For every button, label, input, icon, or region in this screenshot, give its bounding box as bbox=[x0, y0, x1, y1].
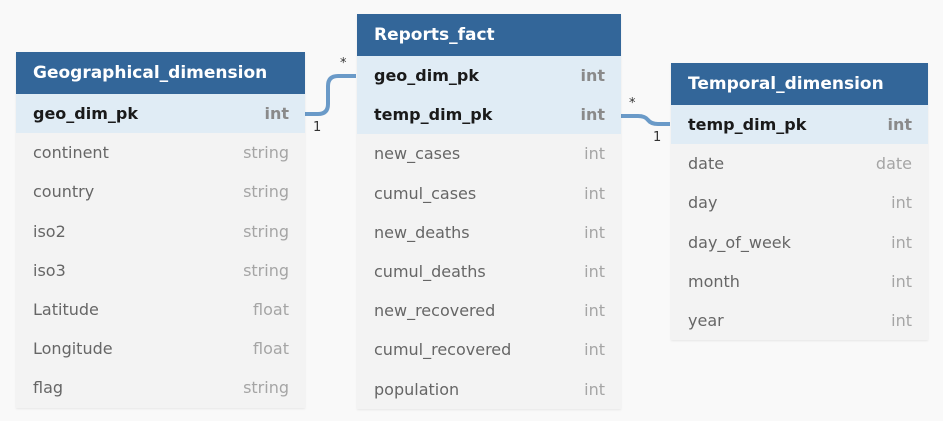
table-temporal-dimension[interactable]: Temporal_dimension temp_dim_pk int date dat… bbox=[671, 63, 928, 341]
column-name: year bbox=[688, 311, 724, 331]
relationship-line-geo[interactable] bbox=[305, 74, 356, 116]
column-name: continent bbox=[33, 143, 109, 163]
column-row[interactable]: country string bbox=[16, 172, 305, 211]
column-name: geo_dim_pk bbox=[374, 66, 479, 86]
primary-key-row[interactable]: geo_dim_pk int bbox=[16, 94, 305, 134]
primary-key-row[interactable]: temp_dim_pk int bbox=[357, 95, 621, 135]
column-row[interactable]: year int bbox=[671, 301, 928, 340]
column-type: int bbox=[584, 301, 605, 321]
column-row[interactable]: month int bbox=[671, 262, 928, 301]
column-row[interactable]: iso2 string bbox=[16, 212, 305, 251]
column-row[interactable]: day int bbox=[671, 183, 928, 222]
column-name: new_cases bbox=[374, 144, 461, 164]
column-type: int bbox=[584, 144, 605, 164]
column-type: string bbox=[243, 221, 289, 241]
column-type: int bbox=[891, 232, 912, 252]
column-name: day bbox=[688, 193, 718, 213]
column-name: new_deaths bbox=[374, 222, 470, 242]
column-name: temp_dim_pk bbox=[374, 105, 493, 125]
column-row[interactable]: flag string bbox=[16, 368, 305, 407]
column-type: int bbox=[891, 311, 912, 331]
column-type: float bbox=[253, 300, 289, 320]
column-type: int bbox=[584, 222, 605, 242]
column-type: int bbox=[891, 271, 912, 291]
column-name: iso3 bbox=[33, 260, 66, 280]
column-row[interactable]: iso3 string bbox=[16, 251, 305, 290]
column-type: int bbox=[264, 104, 289, 124]
column-row[interactable]: Latitude float bbox=[16, 290, 305, 329]
column-row[interactable]: cumul_cases int bbox=[357, 174, 621, 213]
relationship-line-temporal[interactable] bbox=[621, 114, 670, 126]
table-geographical-dimension[interactable]: Geographical_dimension geo_dim_pk int cont… bbox=[16, 52, 305, 408]
table-reports-fact[interactable]: Reports_fact geo_dim_pk int temp_dim_pk int… bbox=[357, 14, 621, 409]
table-header-geographical-dimension[interactable]: Geographical_dimension bbox=[16, 52, 305, 94]
primary-key-row[interactable]: temp_dim_pk int bbox=[671, 105, 928, 145]
column-row[interactable]: continent string bbox=[16, 133, 305, 172]
column-row[interactable]: Longitude float bbox=[16, 329, 305, 368]
column-row[interactable]: population int bbox=[357, 370, 621, 409]
column-name: iso2 bbox=[33, 221, 66, 241]
column-type: int bbox=[891, 193, 912, 213]
column-type: int bbox=[887, 115, 912, 135]
column-type: string bbox=[243, 143, 289, 163]
column-name: temp_dim_pk bbox=[688, 115, 807, 135]
card-label-fact-many-temporal: * bbox=[629, 96, 636, 111]
column-row[interactable]: date date bbox=[671, 144, 928, 183]
column-name: cumul_cases bbox=[374, 183, 477, 203]
column-name: geo_dim_pk bbox=[33, 104, 138, 124]
column-name: date bbox=[688, 154, 725, 174]
table-header-reports-fact[interactable]: Reports_fact bbox=[357, 14, 621, 56]
column-type: string bbox=[243, 378, 289, 398]
column-name: day_of_week bbox=[688, 232, 791, 252]
column-type: int bbox=[584, 262, 605, 282]
column-row[interactable]: new_deaths int bbox=[357, 213, 621, 252]
column-type: int bbox=[580, 66, 605, 86]
card-label-geo-one: 1 bbox=[313, 120, 321, 135]
column-row[interactable]: new_recovered int bbox=[357, 291, 621, 330]
card-label-temporal-one: 1 bbox=[653, 130, 661, 145]
column-type: int bbox=[584, 379, 605, 399]
column-name: population bbox=[374, 379, 460, 399]
column-row[interactable]: day_of_week int bbox=[671, 223, 928, 262]
column-type: float bbox=[253, 339, 289, 359]
table-rows: geo_dim_pk int continent string country strin… bbox=[16, 94, 305, 408]
column-name: new_recovered bbox=[374, 301, 496, 321]
column-type: string bbox=[243, 182, 289, 202]
column-type: int bbox=[584, 183, 605, 203]
table-header-temporal-dimension[interactable]: Temporal_dimension bbox=[671, 63, 928, 105]
primary-key-row[interactable]: geo_dim_pk int bbox=[357, 56, 621, 96]
column-name: flag bbox=[33, 378, 64, 398]
column-name: cumul_recovered bbox=[374, 340, 512, 360]
table-rows: geo_dim_pk int temp_dim_pk int new_cases int c… bbox=[357, 56, 621, 409]
column-row[interactable]: new_cases int bbox=[357, 134, 621, 173]
column-type: int bbox=[580, 105, 605, 125]
column-name: Longitude bbox=[33, 339, 113, 359]
column-name: country bbox=[33, 182, 95, 202]
column-type: string bbox=[243, 260, 289, 280]
column-name: cumul_deaths bbox=[374, 262, 486, 282]
column-type: date bbox=[875, 154, 912, 174]
table-rows: temp_dim_pk int date date day int day_of_week i… bbox=[671, 105, 928, 340]
column-row[interactable]: cumul_recovered int bbox=[357, 330, 621, 369]
column-row[interactable]: cumul_deaths int bbox=[357, 252, 621, 291]
column-type: int bbox=[584, 340, 605, 360]
column-name: month bbox=[688, 271, 740, 291]
column-name: Latitude bbox=[33, 300, 99, 320]
card-label-fact-many-geo: * bbox=[340, 56, 347, 71]
